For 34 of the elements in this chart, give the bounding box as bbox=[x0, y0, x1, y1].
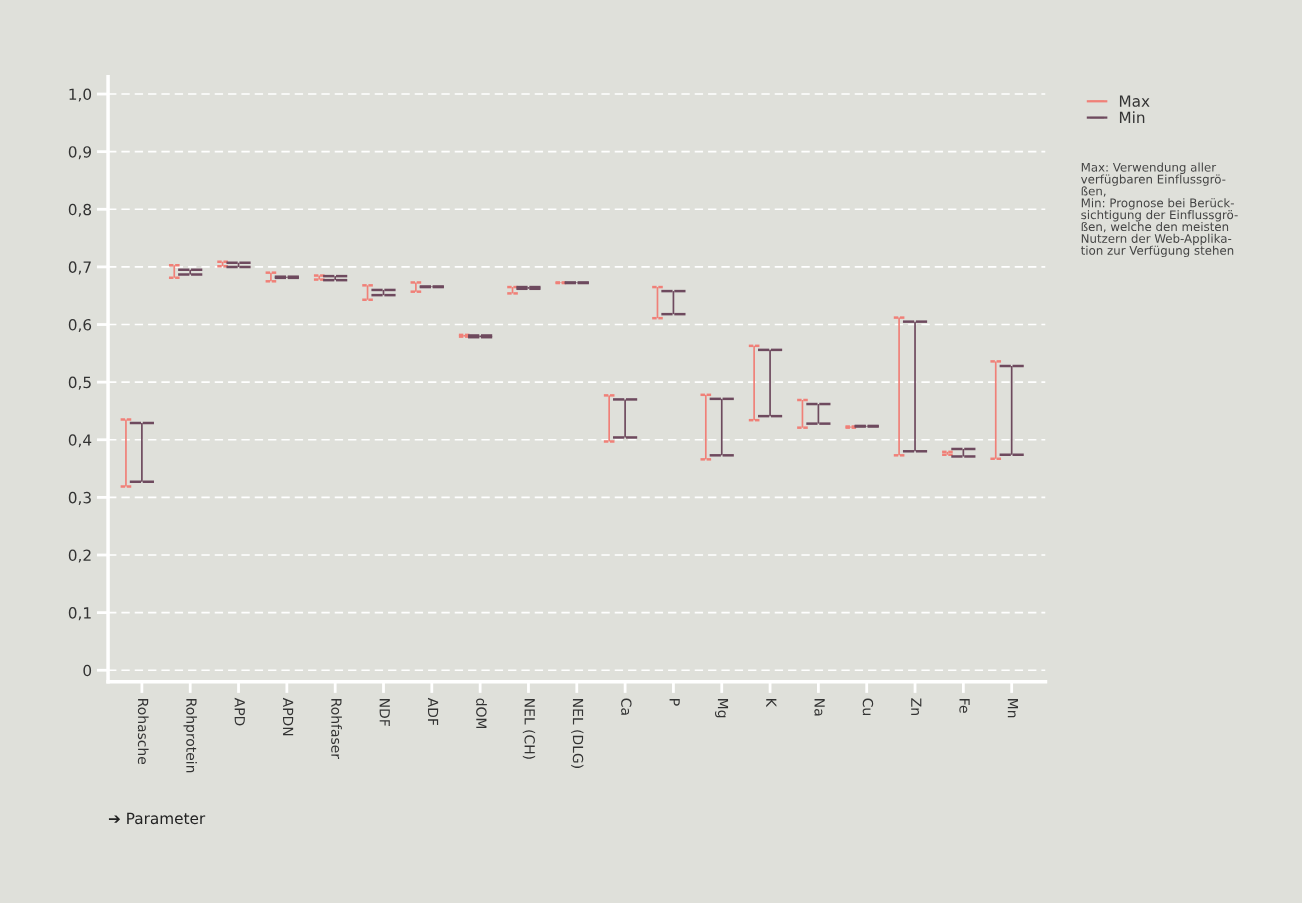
x-tick-label: Rohfaser bbox=[331, 699, 342, 759]
x-tick-label: dOM bbox=[476, 698, 487, 729]
x-tick-label: Rohprotein bbox=[183, 699, 197, 773]
y-tick-label: 0,1 bbox=[68, 607, 91, 621]
text: Max: Verwendung aller verfügbaren Einflussgrö- ßen, Min: Prognose bei Berück- sichtigung der Einflussgrö- ßen, welche den meisten Nutzern der Web-Applika- tion zur Verfügung stehen bbox=[1080, 162, 1238, 258]
y-tick-label: 0,5 bbox=[68, 376, 91, 390]
y-tick-label: 0,3 bbox=[68, 491, 91, 505]
x-tick-label: Fe bbox=[959, 699, 970, 713]
x-tick-label: Zn bbox=[911, 698, 922, 715]
y-tick-label: 0,6 bbox=[68, 318, 92, 333]
x-tick-label: APD bbox=[234, 697, 245, 726]
x-tick-label: APDN bbox=[283, 697, 294, 736]
x-tick-label: Rohasche bbox=[137, 699, 149, 765]
x-tick-label: Ca bbox=[621, 698, 632, 715]
y-tick-label: 0,4 bbox=[68, 434, 92, 448]
x-tick-label: Mg bbox=[715, 699, 729, 718]
y-tick-label: 0,8 bbox=[68, 203, 92, 217]
legend-label: Min bbox=[1119, 111, 1145, 123]
x-tick-label: NEL (CH) bbox=[522, 699, 536, 759]
x-tick-label: NEL (DLG) bbox=[571, 699, 584, 768]
x-tick-label: P bbox=[669, 699, 680, 706]
x-axis-title: ➔ Parameter bbox=[108, 812, 206, 825]
x-tick-label: Na bbox=[814, 699, 825, 716]
x-tick-label: K bbox=[766, 699, 777, 708]
y-tick-label: 1,0 bbox=[69, 88, 92, 102]
y-tick-label: 0,7 bbox=[68, 261, 91, 275]
y-tick-label: 0,9 bbox=[68, 146, 92, 160]
x-tick-label: Cu bbox=[862, 698, 874, 715]
x-tick-label: NDF bbox=[379, 699, 390, 726]
x-tick-label: ADF bbox=[427, 697, 439, 726]
legend-label: Max bbox=[1119, 95, 1150, 107]
y-tick-label: 0 bbox=[83, 664, 92, 677]
y-tick-label: 0,2 bbox=[68, 549, 91, 563]
x-tick-label: Mn bbox=[1007, 699, 1018, 718]
